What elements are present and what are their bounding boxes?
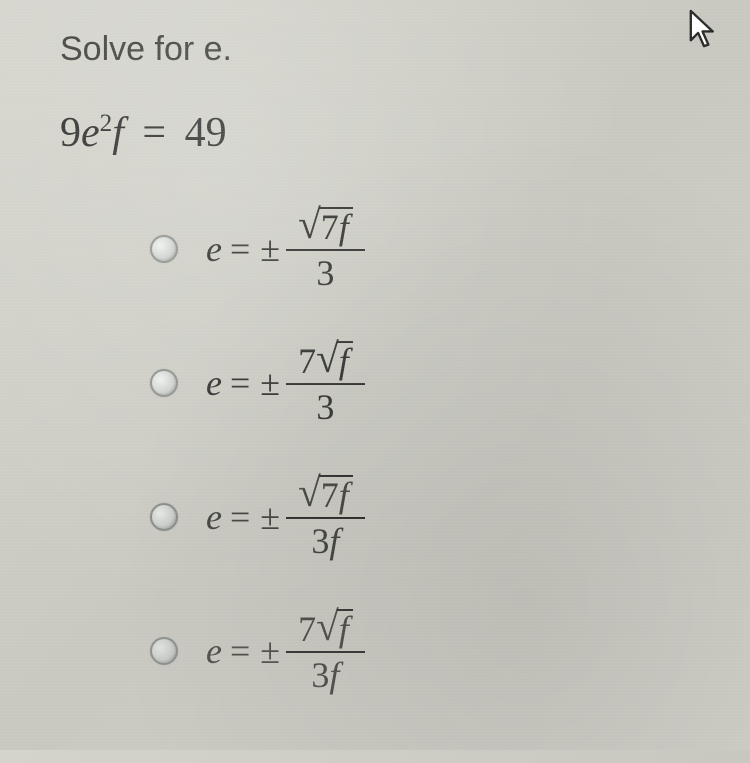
option-1-expression: e = ± √ 7f 3 — [206, 207, 359, 291]
numerator: 7 √ f — [292, 341, 359, 383]
var-f: f — [112, 110, 124, 156]
radicand: 7f — [319, 207, 353, 245]
radio-icon[interactable] — [150, 637, 178, 665]
answer-options: e = ± √ 7f 3 — [150, 207, 690, 693]
radical-icon: √ — [298, 207, 321, 245]
coef-7: 7 — [298, 611, 316, 647]
exponent-2: 2 — [100, 110, 113, 137]
lhs-var: e — [206, 362, 222, 404]
denominator: 3 — [286, 249, 365, 291]
radio-icon[interactable] — [150, 369, 178, 397]
option-3[interactable]: e = ± √ 7f 3f — [150, 475, 690, 559]
option-4-expression: e = ± 7 √ f 3f — [206, 609, 359, 693]
fraction: 7 √ f 3 — [292, 341, 359, 425]
numerator: √ 7f — [292, 207, 359, 249]
plus-minus: ± — [260, 228, 280, 270]
denom-num: 3 — [311, 657, 329, 693]
radicand-var: f — [339, 477, 349, 513]
fraction: √ 7f 3 — [292, 207, 359, 291]
coef-7: 7 — [298, 343, 316, 379]
radicand-var: f — [339, 343, 349, 379]
radical-icon: √ — [298, 475, 321, 513]
radicand: 7f — [319, 475, 353, 513]
option-3-expression: e = ± √ 7f 3f — [206, 475, 359, 559]
radicand-num: 7 — [321, 209, 339, 245]
radicand: f — [337, 341, 353, 379]
numerator: √ 7f — [292, 475, 359, 517]
given-equation: 9e2f = 49 — [60, 109, 690, 157]
option-4[interactable]: e = ± 7 √ f 3f — [150, 609, 690, 693]
radical-icon: √ — [316, 609, 339, 647]
fraction: √ 7f 3f — [292, 475, 359, 559]
equals: = — [230, 228, 250, 270]
sqrt: √ f — [316, 341, 353, 379]
var-e: e — [81, 110, 100, 156]
lhs-var: e — [206, 496, 222, 538]
question-prompt: Solve for e. — [60, 30, 690, 69]
denominator: 3f — [286, 517, 365, 559]
sqrt: √ 7f — [298, 475, 353, 513]
coef-9: 9 — [60, 110, 81, 156]
option-1[interactable]: e = ± √ 7f 3 — [150, 207, 690, 291]
plus-minus: ± — [260, 362, 280, 404]
denom-num: 3 — [316, 255, 334, 291]
radicand: f — [337, 609, 353, 647]
equals-sign: = — [142, 110, 166, 156]
option-2[interactable]: e = ± 7 √ f 3 — [150, 341, 690, 425]
radical-icon: √ — [316, 341, 339, 379]
denominator: 3f — [286, 651, 365, 693]
denom-var: f — [329, 657, 339, 693]
denominator: 3 — [286, 383, 365, 425]
radio-icon[interactable] — [150, 235, 178, 263]
radicand-var: f — [339, 611, 349, 647]
lhs-var: e — [206, 228, 222, 270]
radio-icon[interactable] — [150, 503, 178, 531]
lhs-var: e — [206, 630, 222, 672]
radicand-num: 7 — [321, 477, 339, 513]
denom-num: 3 — [316, 389, 334, 425]
equals: = — [230, 496, 250, 538]
equals: = — [230, 362, 250, 404]
equals: = — [230, 630, 250, 672]
denom-num: 3 — [311, 523, 329, 559]
numerator: 7 √ f — [292, 609, 359, 651]
sqrt: √ f — [316, 609, 353, 647]
rhs-49: 49 — [185, 110, 227, 156]
denom-var: f — [329, 523, 339, 559]
question-panel: Solve for e. 9e2f = 49 e = ± √ 7f — [0, 0, 750, 763]
cursor-icon — [686, 8, 722, 57]
fraction: 7 √ f 3f — [292, 609, 359, 693]
plus-minus: ± — [260, 496, 280, 538]
plus-minus: ± — [260, 630, 280, 672]
sqrt: √ 7f — [298, 207, 353, 245]
radicand-var: f — [339, 209, 349, 245]
option-2-expression: e = ± 7 √ f 3 — [206, 341, 359, 425]
